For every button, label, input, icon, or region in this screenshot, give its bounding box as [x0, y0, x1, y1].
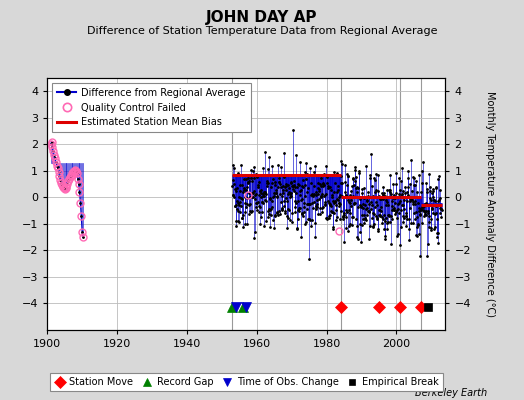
Legend: Difference from Regional Average, Quality Control Failed, Estimated Station Mean: Difference from Regional Average, Qualit… [52, 83, 250, 132]
Text: Difference of Station Temperature Data from Regional Average: Difference of Station Temperature Data f… [87, 26, 437, 36]
Text: Berkeley Earth: Berkeley Earth [415, 388, 487, 398]
Legend: Station Move, Record Gap, Time of Obs. Change, Empirical Break: Station Move, Record Gap, Time of Obs. C… [50, 373, 443, 391]
Y-axis label: Monthly Temperature Anomaly Difference (°C): Monthly Temperature Anomaly Difference (… [485, 91, 495, 317]
Text: JOHN DAY AP: JOHN DAY AP [206, 10, 318, 25]
